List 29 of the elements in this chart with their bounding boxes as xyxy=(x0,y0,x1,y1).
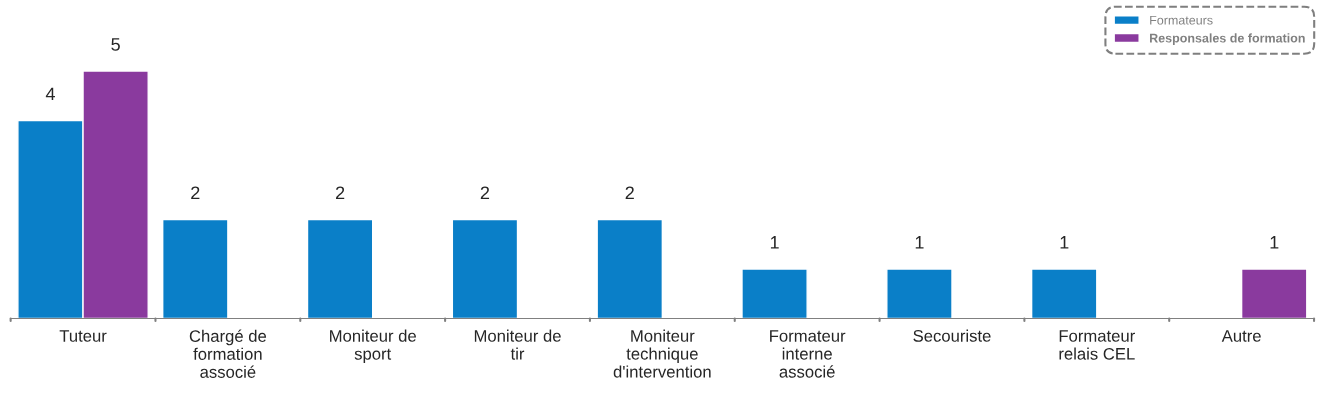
x-tick-label: Autre xyxy=(1221,330,1261,342)
bar xyxy=(451,218,519,319)
x-tick-label: Tuteur xyxy=(59,330,107,342)
x-tick-label: Moniteur de tir xyxy=(474,329,561,360)
x-tick-label: Moniteur de sport xyxy=(330,329,416,364)
x-tick-label: Formateur interne associé xyxy=(770,330,846,378)
data-label: 1 xyxy=(770,236,779,249)
legend-label: Formateurs xyxy=(1150,15,1213,25)
data-label: 1 xyxy=(1270,236,1279,249)
bar xyxy=(741,268,808,319)
bar xyxy=(1030,268,1098,319)
data-label: 4 xyxy=(45,87,55,101)
data-label: 1 xyxy=(915,236,924,249)
x-tick-label: Secouriste xyxy=(913,329,991,342)
data-label: 2 xyxy=(191,186,200,200)
legend-label: Responsales de formation xyxy=(1150,33,1305,45)
data-label: 2 xyxy=(625,186,634,200)
bar xyxy=(1240,268,1308,319)
data-label: 5 xyxy=(111,38,120,51)
bar xyxy=(306,218,374,319)
x-tick-label: Formateur relais CEL xyxy=(1059,330,1135,360)
data-label: 1 xyxy=(1060,236,1069,249)
data-label: 2 xyxy=(336,186,345,200)
x-tick-label: Chargé de formation associé xyxy=(189,329,267,378)
bar xyxy=(596,218,664,319)
x-tick-label: Moniteur technique d'intervention xyxy=(613,329,711,378)
bar xyxy=(886,268,953,319)
data-label: 2 xyxy=(480,186,490,200)
bar xyxy=(162,218,229,319)
